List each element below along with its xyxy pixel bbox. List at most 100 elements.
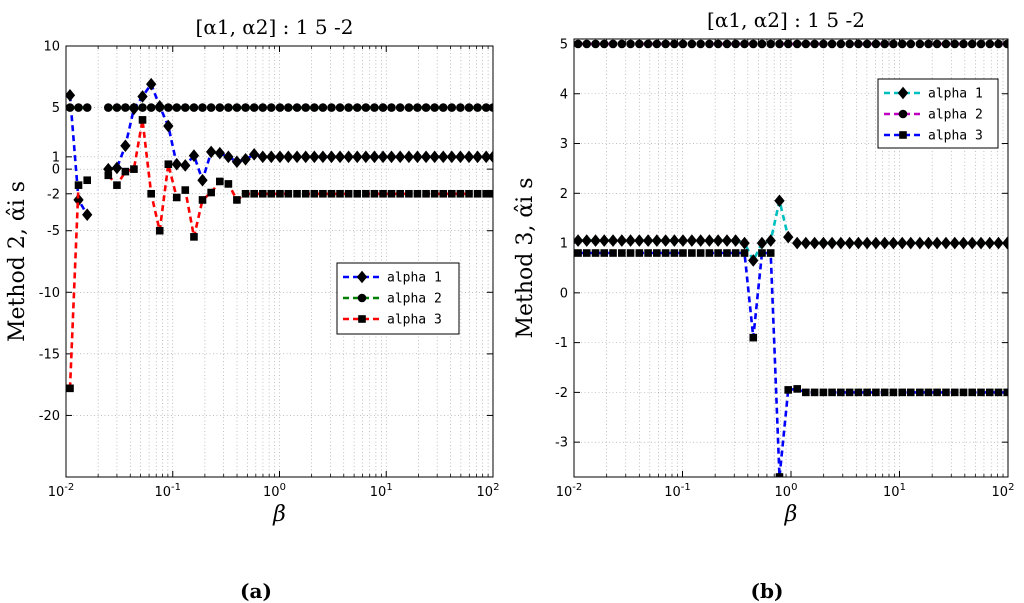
- chart-1-series-alpha-1-point: [180, 159, 191, 172]
- chart-1-legend-entry-alpha-2-label: alpha 2: [387, 292, 442, 307]
- chart-2-series-alpha-2-point: [783, 39, 793, 49]
- chart-2-series-alpha-1-point: [923, 236, 934, 250]
- chart-1-series-alpha-3-point: [250, 189, 258, 198]
- chart-2-series-alpha-1-point: [853, 236, 864, 250]
- chart-2-series-alpha-1-point: [879, 236, 890, 250]
- chart-2-y-tick-label: -3: [555, 436, 568, 451]
- chart-2-legend-entry-alpha-3-marker: [899, 131, 907, 139]
- chart-1-series-alpha-3-point: [344, 189, 353, 198]
- chart-1-series-alpha-2-point: [215, 103, 225, 112]
- chart-2-series-alpha-3-point: [872, 388, 880, 397]
- chart-2-series-alpha-3-point: [696, 249, 705, 257]
- chart-2-series-alpha-1-point: [651, 234, 662, 247]
- chart-1-series-alpha-2-point: [146, 103, 156, 112]
- chart-2-series-alpha-2-point: [819, 39, 828, 49]
- chart-1-series-alpha-3-point: [465, 189, 473, 198]
- chart-1-x-tick-label: 100: [263, 482, 286, 500]
- chart-1-group: 10-2 10-1 100 101 102-20-15-10-5-201510[α1, …: [5, 15, 499, 603]
- chart-2-series-alpha-3-point: [766, 249, 775, 257]
- chart-2-y-tick-label: 3: [560, 137, 568, 152]
- chart-2-x-tick-label: 101: [883, 482, 906, 500]
- chart-1-series-alpha-3-point: [379, 189, 387, 198]
- chart-2-series-alpha-3-point: [880, 388, 889, 397]
- chart-2-series-alpha-3-point: [714, 249, 722, 257]
- chart-2-series-alpha-1-point: [642, 234, 654, 247]
- chart-1-series-alpha-1-point: [283, 150, 294, 164]
- chart-2-series-alpha-2-point: [792, 39, 802, 49]
- chart-1-series-alpha-3-point: [224, 180, 233, 188]
- chart-1-series-alpha-1-point: [412, 150, 423, 164]
- chart-2-series-alpha-2-point: [775, 39, 784, 49]
- chart-1-series-alpha-1-point: [472, 150, 483, 164]
- chart-1-series-alpha-3-point: [172, 193, 181, 202]
- chart-2-series-alpha-1-point: [826, 236, 838, 250]
- chart-2-series-alpha-1-point: [993, 236, 1004, 250]
- chart-2-x-tick-label: 100: [775, 482, 798, 500]
- chart-2-series-alpha-3-point: [916, 388, 924, 397]
- chart-1-series-alpha-3-point: [370, 189, 379, 198]
- chart-1-series-alpha-1-point: [111, 161, 123, 175]
- chart-2-series-alpha-2-point: [757, 39, 767, 49]
- chart-1-series-alpha-1-point: [274, 150, 286, 164]
- chart-2-series-alpha-2-point: [897, 39, 907, 49]
- chart-1-series-alpha-3-point: [147, 189, 155, 198]
- chart-1-series-alpha-2-point: [456, 103, 465, 112]
- chart-1-series-alpha-3-point: [353, 189, 362, 198]
- chart-2-legend-entry-alpha-3-label: alpha 3: [928, 129, 983, 144]
- chart-2-series-alpha-1-point: [669, 234, 680, 247]
- chart-2-y-tick-label: 1: [560, 237, 568, 252]
- chart-2-series-alpha-1-point: [625, 234, 636, 247]
- chart-1-series-alpha-1-point: [266, 150, 277, 164]
- chart-1-series-alpha-1-point: [214, 146, 225, 160]
- chart-1-series-alpha-1-point: [66, 88, 76, 102]
- chart-2-title: [α1, α2] : 1 5 -2: [707, 8, 865, 32]
- chart-2-series-alpha-1-point: [905, 236, 916, 250]
- chart-1-series-alpha-3-point: [456, 189, 465, 198]
- chart-2-legend-entry-alpha-2-marker: [898, 109, 908, 119]
- chart-1-series-alpha-3-point: [258, 189, 267, 198]
- chart-2-series-alpha-1-point: [765, 234, 776, 247]
- chart-2-series-alpha-3-point: [600, 249, 609, 257]
- chart-1-series-alpha-3-point: [198, 196, 207, 204]
- chart-2-series-alpha-2-point: [906, 39, 916, 49]
- chart-2-series-alpha-1-point: [844, 236, 855, 250]
- chart-1-series-alpha-1-point: [223, 150, 234, 164]
- chart-1-series-alpha-2-point: [275, 103, 285, 112]
- chart-2-series-alpha-3-point: [626, 249, 635, 257]
- chart-1-y-tick-label: -10: [39, 286, 60, 301]
- chart-1-series-alpha-2-point: [267, 103, 276, 112]
- chart-2-series-alpha-3-point: [635, 249, 644, 257]
- chart-1-series-alpha-2-point: [318, 103, 328, 112]
- chart-1-y-tick-label: 10: [43, 40, 60, 55]
- chart-1-series-alpha-2-point: [224, 103, 233, 112]
- chart-2-series-alpha-3: [574, 249, 1008, 477]
- chart-1-series-alpha-1-point: [197, 173, 208, 187]
- chart-1-series-alpha-2-point: [155, 103, 165, 112]
- chart-2-series-alpha-3-point: [942, 388, 950, 397]
- chart-1-y-axis-label: Method 2, α̂i s: [5, 181, 30, 342]
- chart-2-series-alpha-3-point: [574, 249, 582, 257]
- chart-2-series-alpha-2-point: [661, 39, 670, 49]
- chart-1-series-alpha-2-point: [438, 103, 448, 112]
- chart-2-series-alpha-1-point: [581, 234, 592, 247]
- chart-1-series-alpha-1-point: [487, 150, 493, 164]
- chart-1-series-alpha-2-point: [327, 103, 336, 112]
- chart-1-series-alpha-3-point: [447, 189, 456, 198]
- chart-1-series-alpha-2-point: [387, 103, 396, 112]
- chart-2-series-alpha-3-point: [793, 385, 801, 393]
- chart-2-series-alpha-1-point: [704, 234, 715, 247]
- chart-1-series-alpha-2-point: [344, 103, 353, 112]
- chart-2-series-alpha-2-point: [626, 39, 635, 49]
- chart-1-series-alpha-2-point: [206, 103, 216, 112]
- chart-1-series-alpha-2-point: [284, 103, 293, 112]
- chart-2-series-alpha-2-point: [932, 39, 942, 49]
- chart-2-series-alpha-2-point: [608, 39, 618, 49]
- chart-2-series-alpha-1-point: [574, 234, 584, 247]
- chart-1-series-alpha-3-line: [107, 119, 493, 238]
- chart-2-series-alpha-3-point: [994, 388, 1003, 397]
- chart-2-series-alpha-3-point: [661, 249, 670, 257]
- chart-1-series-alpha-1-point: [386, 150, 397, 164]
- chart-2-series-alpha-2-point: [591, 39, 600, 49]
- chart-2-series-alpha-1-point: [818, 236, 829, 250]
